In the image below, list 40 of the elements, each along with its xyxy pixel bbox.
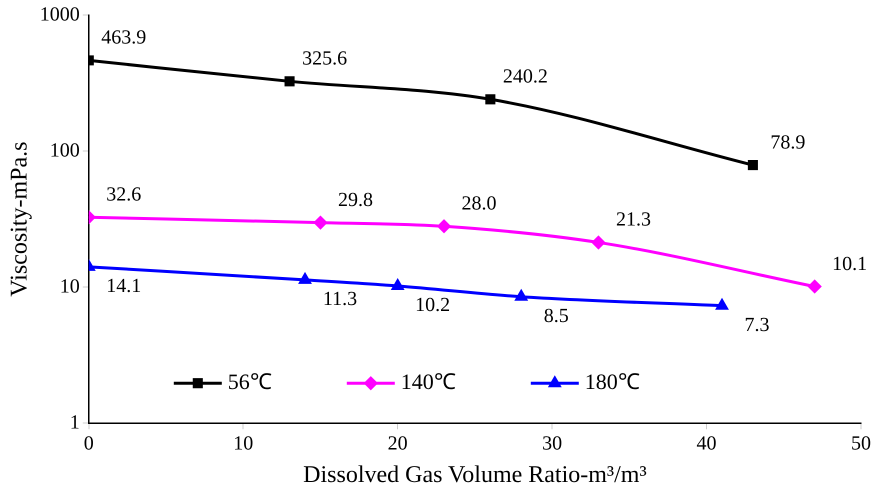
data-label: 14.1 [106, 275, 142, 298]
point [284, 76, 295, 86]
point [299, 273, 311, 284]
legend-label: 56℃ [228, 368, 272, 394]
point [392, 279, 404, 290]
data-label: 325.6 [302, 48, 348, 70]
y-tick-label: 1 [70, 411, 80, 434]
point [748, 160, 758, 170]
legend-label: 140℃ [400, 368, 456, 394]
point [592, 236, 605, 249]
data-label: 463.9 [101, 26, 146, 49]
x-tick-label: 50 [851, 432, 871, 454]
point [438, 220, 451, 233]
data-label: 240.2 [502, 66, 548, 88]
point [314, 216, 327, 230]
y-tick-label: 10 [60, 275, 80, 298]
x-tick-label: 0 [84, 432, 94, 454]
data-label: 7.3 [744, 314, 770, 336]
data-label: 28.0 [462, 192, 497, 215]
x-tick-label: 40 [696, 432, 717, 454]
x-axis-title: Dissolved Gas Volume Ratio-m³/m³ [303, 462, 647, 488]
y-tick-label: 1000 [40, 3, 80, 26]
y-axis-title: Viscosity-mPa.s [6, 141, 33, 297]
point [485, 94, 496, 104]
data-label: 8.5 [544, 304, 569, 327]
data-label: 11.3 [322, 288, 358, 310]
legend-label: 180℃ [584, 368, 640, 394]
data-label: 21.3 [616, 208, 651, 231]
point [515, 290, 528, 301]
y-tick-label: 100 [50, 139, 80, 162]
point [716, 299, 728, 310]
data-label: 32.6 [106, 184, 142, 206]
data-label: 10.2 [415, 294, 450, 316]
point [808, 280, 822, 294]
data-label: 78.9 [770, 131, 806, 154]
x-tick-label: 10 [233, 432, 254, 454]
x-tick-label: 30 [542, 432, 562, 454]
data-label: 29.8 [338, 188, 373, 211]
x-tick-label: 20 [388, 432, 408, 454]
data-label: 10.1 [832, 252, 868, 275]
